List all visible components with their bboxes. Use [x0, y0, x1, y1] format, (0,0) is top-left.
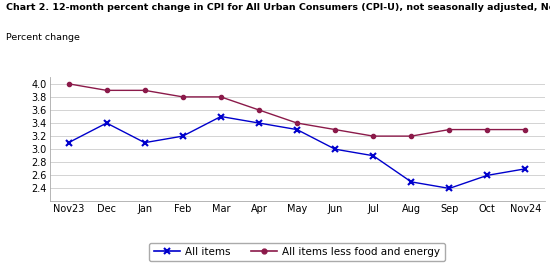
Text: Percent change: Percent change — [6, 33, 79, 42]
Text: Chart 2. 12-month percent change in CPI for All Urban Consumers (CPI-U), not sea: Chart 2. 12-month percent change in CPI … — [6, 3, 550, 12]
Legend: All items, All items less food and energy: All items, All items less food and energ… — [150, 243, 444, 261]
